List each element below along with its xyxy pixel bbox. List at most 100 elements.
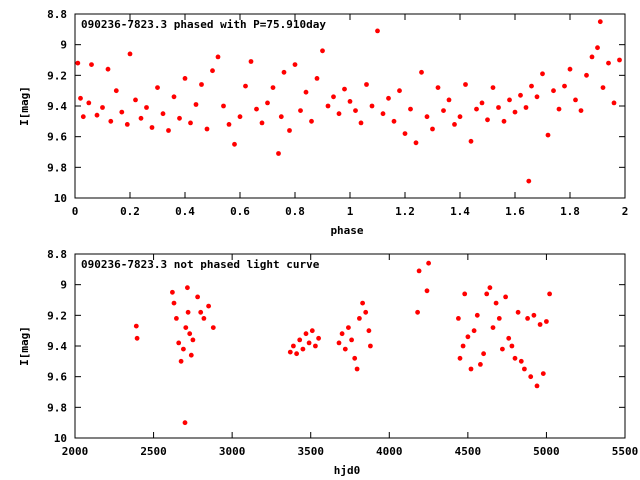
data-point (544, 319, 549, 324)
data-point (525, 316, 530, 321)
data-point (75, 60, 81, 66)
data-point (435, 85, 441, 90)
x-tick-label: 4500 (455, 445, 482, 458)
chart-title: 090236-7823.3 phased with P=75.910day (81, 18, 326, 31)
data-point (617, 57, 622, 63)
data-point (185, 285, 190, 291)
x-tick-label: 5500 (612, 445, 639, 458)
data-point (119, 109, 125, 115)
data-point (611, 100, 617, 106)
data-point (188, 120, 193, 126)
plot-frame (74, 253, 626, 439)
y-tick-label: 9 (60, 279, 67, 292)
x-tick-label: 1.8 (560, 205, 580, 218)
data-point (276, 151, 281, 156)
data-point (446, 97, 452, 103)
data-point (540, 371, 546, 376)
x-tick-label: 3500 (297, 445, 324, 458)
data-point (531, 312, 537, 318)
data-point (281, 69, 287, 75)
data-point (185, 309, 191, 315)
x-axis-label: hjd0 (334, 464, 361, 477)
y-tick-label: 8.8 (47, 248, 67, 261)
data-point (320, 48, 325, 54)
data-point (339, 331, 345, 337)
data-point (507, 97, 512, 103)
data-point (166, 128, 171, 133)
data-point (133, 97, 138, 103)
data-point (545, 132, 551, 138)
data-point (170, 289, 175, 295)
data-point (346, 325, 351, 330)
data-point (309, 118, 314, 124)
data-point (182, 420, 188, 426)
data-point (243, 83, 248, 89)
data-point (259, 120, 265, 126)
data-points (133, 260, 552, 426)
data-point (534, 383, 540, 389)
y-axis-label: I[mag] (18, 326, 31, 366)
data-point (484, 291, 490, 297)
x-tick-label: 5000 (533, 445, 560, 458)
data-point (415, 309, 420, 315)
data-point (485, 117, 490, 123)
data-point (457, 355, 463, 361)
data-point (528, 374, 534, 380)
data-point (529, 83, 534, 89)
data-point (452, 122, 457, 127)
data-point (226, 122, 232, 127)
data-point (124, 122, 130, 127)
unphased-light-curve-panel: 090236-7823.3 not phased light curve hjd… (18, 248, 638, 477)
data-point (133, 323, 139, 329)
data-point (462, 291, 468, 297)
data-point (471, 328, 477, 334)
data-point (221, 103, 226, 109)
y-tick-label: 9.8 (47, 401, 67, 414)
data-point (366, 328, 372, 334)
data-point (556, 106, 562, 112)
data-point (199, 82, 204, 87)
data-point (78, 95, 83, 101)
data-point (325, 103, 331, 109)
data-point (349, 337, 354, 343)
y-tick-labels: 8.8 9 9.2 9.4 9.6 9.8 10 (47, 8, 625, 205)
data-point (424, 114, 430, 120)
x-tick-label: 1.2 (395, 205, 415, 218)
data-point (416, 268, 422, 274)
y-tick-label: 10 (54, 432, 67, 445)
y-tick-label: 9.4 (47, 340, 67, 353)
data-point (127, 51, 133, 57)
data-point (182, 76, 188, 81)
data-point (278, 114, 284, 120)
x-tick-label: 0.8 (285, 205, 305, 218)
x-tick-label: 1.4 (450, 205, 470, 218)
data-point (490, 85, 496, 90)
x-tick-label: 1.6 (505, 205, 525, 218)
data-point (303, 89, 309, 95)
data-point (270, 85, 276, 90)
x-tick-label: 2500 (140, 445, 167, 458)
y-tick-label: 10 (54, 192, 67, 205)
x-tick-labels: 0 0.2 0.4 0.6 0.8 1 1.2 1.4 1.6 1.8 2 (72, 14, 628, 218)
data-point (534, 94, 540, 100)
data-point (537, 322, 543, 327)
data-point (174, 316, 179, 321)
data-point (512, 355, 518, 361)
data-point (463, 82, 468, 87)
x-tick-label: 1 (347, 205, 354, 218)
data-point (177, 115, 182, 121)
data-point (198, 309, 204, 315)
data-point (468, 366, 474, 372)
data-point (181, 346, 186, 352)
x-tick-label: 0.4 (175, 205, 195, 218)
data-point (474, 106, 479, 112)
data-point (600, 85, 606, 90)
data-point (171, 94, 177, 100)
data-point (336, 340, 342, 346)
data-point (547, 291, 552, 297)
data-point (155, 85, 160, 90)
data-point (460, 343, 466, 349)
data-point (313, 343, 318, 349)
data-point (408, 106, 413, 112)
data-point (303, 331, 309, 337)
